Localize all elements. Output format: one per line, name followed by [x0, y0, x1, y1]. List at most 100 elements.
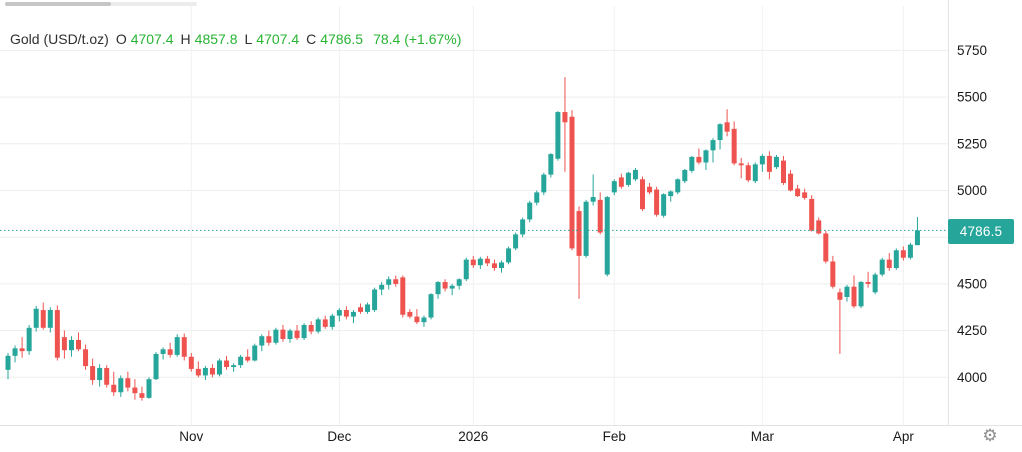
- candle[interactable]: [238, 354, 244, 368]
- candle[interactable]: [470, 255, 476, 269]
- candle[interactable]: [682, 169, 688, 184]
- candle[interactable]: [414, 309, 420, 325]
- candle[interactable]: [252, 343, 258, 362]
- candle[interactable]: [329, 313, 335, 330]
- candle[interactable]: [499, 260, 504, 273]
- candle[interactable]: [752, 162, 758, 184]
- candle[interactable]: [738, 157, 744, 179]
- candle[interactable]: [118, 375, 124, 397]
- candle[interactable]: [47, 307, 53, 333]
- candle[interactable]: [19, 337, 25, 358]
- candle[interactable]: [202, 366, 208, 381]
- candle[interactable]: [245, 349, 251, 363]
- candle[interactable]: [449, 283, 455, 296]
- candle[interactable]: [513, 232, 519, 251]
- candle[interactable]: [33, 305, 39, 332]
- candle[interactable]: [654, 186, 660, 217]
- candle[interactable]: [893, 248, 899, 270]
- candle[interactable]: [12, 345, 18, 363]
- candle[interactable]: [266, 330, 272, 346]
- candle[interactable]: [689, 155, 695, 173]
- candle[interactable]: [393, 275, 399, 287]
- candle[interactable]: [548, 153, 554, 178]
- candle[interactable]: [407, 309, 413, 319]
- candle[interactable]: [914, 217, 920, 246]
- gear-icon[interactable]: ⚙: [982, 426, 998, 445]
- candle[interactable]: [527, 200, 533, 223]
- candle[interactable]: [40, 302, 46, 330]
- candle[interactable]: [795, 184, 801, 198]
- candle[interactable]: [520, 217, 526, 238]
- candle[interactable]: [809, 195, 815, 232]
- candle[interactable]: [541, 172, 547, 196]
- candle[interactable]: [604, 196, 610, 277]
- candle[interactable]: [167, 342, 173, 358]
- candle[interactable]: [872, 272, 878, 295]
- candle[interactable]: [879, 257, 885, 277]
- candle[interactable]: [315, 317, 321, 334]
- candle[interactable]: [675, 178, 681, 195]
- candle[interactable]: [146, 377, 152, 399]
- candle[interactable]: [590, 174, 596, 206]
- candle[interactable]: [562, 77, 568, 172]
- candle[interactable]: [287, 328, 293, 343]
- candle[interactable]: [858, 281, 864, 309]
- candle[interactable]: [781, 155, 786, 185]
- candle[interactable]: [865, 271, 871, 288]
- candle[interactable]: [26, 324, 32, 355]
- candle[interactable]: [322, 315, 328, 329]
- candle[interactable]: [724, 109, 730, 137]
- candle[interactable]: [217, 358, 222, 377]
- candle[interactable]: [181, 333, 187, 361]
- candle[interactable]: [343, 306, 349, 320]
- candle[interactable]: [428, 293, 434, 320]
- candle[interactable]: [174, 334, 180, 357]
- candle[interactable]: [618, 173, 624, 189]
- candle[interactable]: [484, 255, 490, 267]
- candle[interactable]: [195, 361, 201, 378]
- candle[interactable]: [231, 363, 237, 372]
- candle[interactable]: [788, 169, 794, 192]
- candle[interactable]: [5, 353, 11, 380]
- candle[interactable]: [372, 287, 378, 312]
- candle[interactable]: [104, 365, 110, 388]
- candle[interactable]: [506, 246, 512, 265]
- candle[interactable]: [907, 242, 913, 260]
- candle[interactable]: [766, 151, 772, 180]
- candle[interactable]: [555, 111, 561, 161]
- candle[interactable]: [773, 155, 779, 170]
- range-scrollbar-track[interactable]: [5, 2, 197, 6]
- candle[interactable]: [97, 364, 103, 387]
- range-scrollbar-thumb[interactable]: [5, 2, 111, 6]
- candle[interactable]: [68, 336, 74, 357]
- candle[interactable]: [703, 149, 709, 170]
- candle[interactable]: [224, 355, 230, 370]
- candle[interactable]: [611, 179, 617, 196]
- candle[interactable]: [456, 278, 462, 290]
- candle[interactable]: [463, 257, 469, 282]
- candle[interactable]: [851, 275, 857, 309]
- candle[interactable]: [632, 168, 638, 182]
- candle[interactable]: [111, 371, 117, 396]
- candle[interactable]: [188, 353, 194, 372]
- candle[interactable]: [823, 230, 829, 264]
- candle[interactable]: [816, 217, 822, 235]
- candle[interactable]: [400, 275, 406, 318]
- candle[interactable]: [759, 154, 765, 172]
- candle[interactable]: [308, 321, 314, 335]
- candle[interactable]: [900, 246, 906, 261]
- candle[interactable]: [386, 276, 392, 290]
- candle[interactable]: [583, 199, 589, 258]
- candle[interactable]: [301, 323, 307, 340]
- candle[interactable]: [837, 288, 843, 354]
- candle[interactable]: [336, 308, 342, 322]
- candle[interactable]: [90, 358, 96, 385]
- candle[interactable]: [534, 190, 540, 206]
- candle[interactable]: [731, 121, 737, 166]
- candle[interactable]: [491, 259, 497, 271]
- candle[interactable]: [125, 371, 131, 392]
- candle[interactable]: [569, 110, 575, 251]
- candle[interactable]: [661, 193, 667, 218]
- candle[interactable]: [435, 281, 441, 299]
- candle[interactable]: [365, 302, 371, 314]
